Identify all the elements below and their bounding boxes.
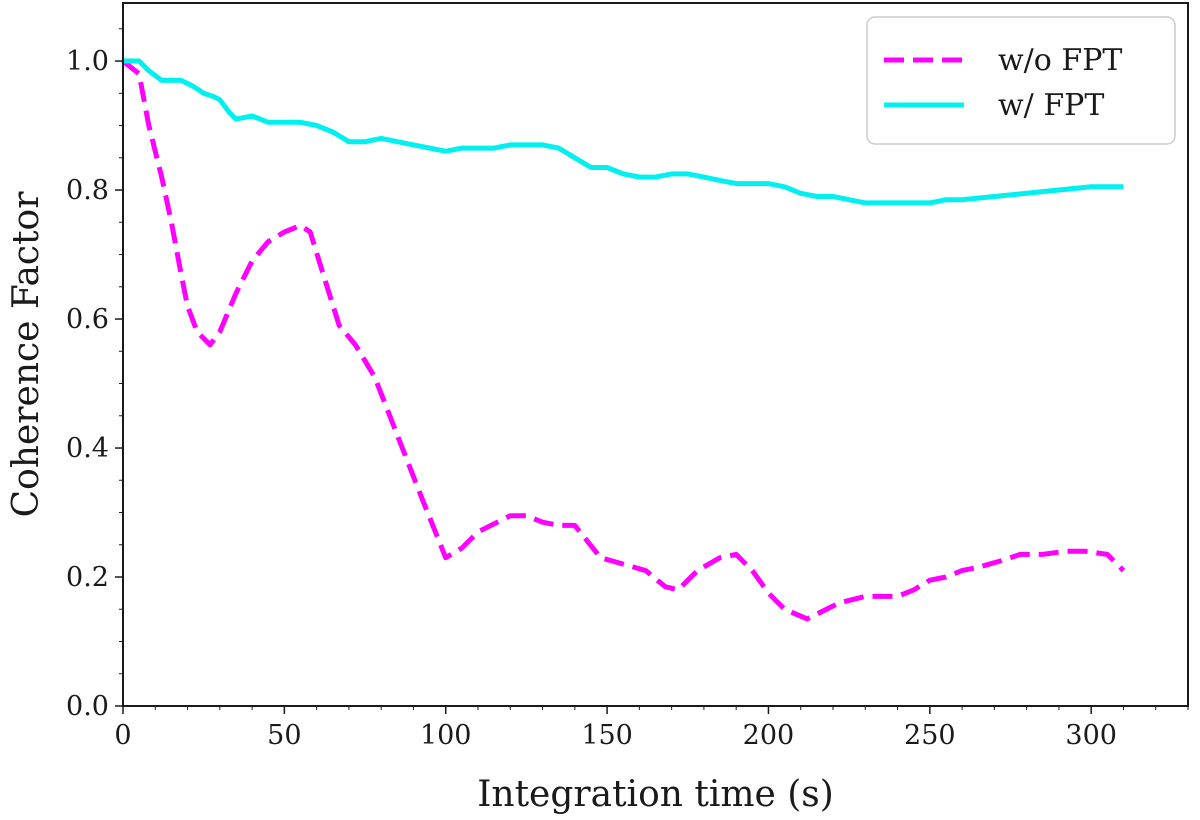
y-axis-ticks: 0.0 0.2 0.4 0.6 0.8 1.0 — [66, 28, 123, 722]
x-axis-label: Integration time (s) — [477, 774, 834, 815]
series-line-0 — [121, 59, 1126, 622]
series-line-1 — [123, 58, 1124, 206]
legend-label-1: w/ FPT — [998, 88, 1104, 123]
y-axis-label: Coherence Factor — [6, 191, 47, 518]
y-tick-label: 0.4 — [66, 433, 109, 464]
legend: w/o FPT w/ FPT — [866, 16, 1176, 145]
axes-frame — [122, 2, 1189, 707]
x-axis-ticks: 0 50 100 150 200 250 300 — [114, 706, 1189, 751]
y-tick-label: 0.2 — [66, 562, 109, 593]
x-tick-label: 50 — [267, 720, 301, 751]
plot-lines — [121, 58, 1126, 622]
y-tick-label: 0.8 — [66, 175, 109, 206]
x-tick-label: 250 — [904, 720, 956, 751]
legend-box — [866, 16, 1176, 145]
x-tick-label: 150 — [581, 720, 633, 751]
y-tick-label: 0.0 — [66, 691, 109, 722]
x-tick-label: 300 — [1065, 720, 1117, 751]
x-tick-label: 0 — [114, 720, 131, 751]
x-tick-label: 200 — [743, 720, 795, 751]
x-tick-label: 100 — [420, 720, 472, 751]
legend-label-0: w/o FPT — [998, 43, 1122, 78]
y-tick-label: 0.6 — [66, 304, 109, 335]
y-tick-label: 1.0 — [66, 46, 109, 77]
